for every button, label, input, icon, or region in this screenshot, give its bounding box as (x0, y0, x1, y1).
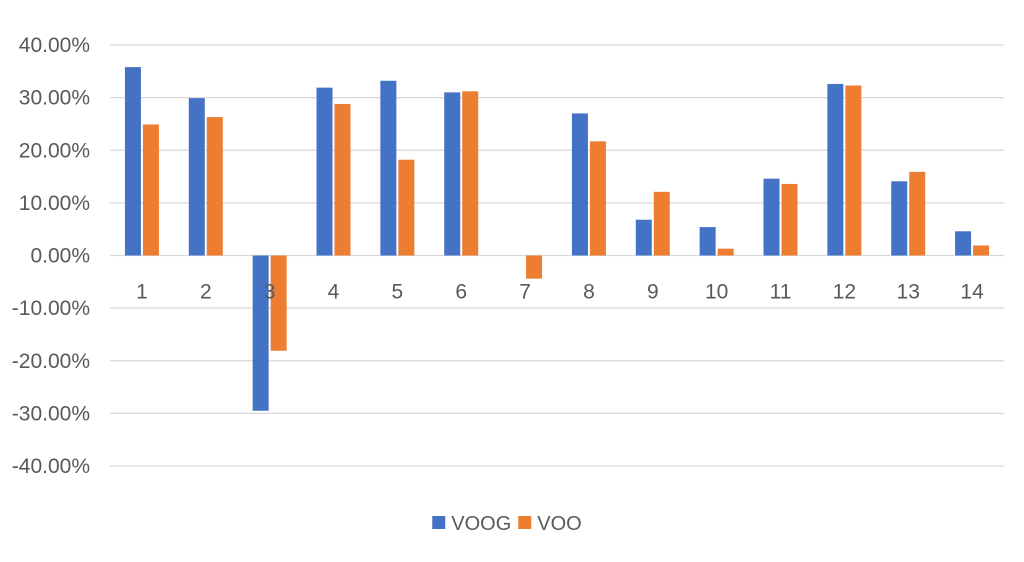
bar-voo-13[interactable] (909, 171, 926, 256)
x-category-label: 4 (328, 281, 340, 304)
bar-voo-9[interactable] (653, 191, 670, 256)
legend-swatch (432, 516, 446, 529)
legend-label: VOOG (451, 513, 511, 535)
x-category-label: 11 (770, 281, 792, 304)
gridlines (110, 44, 1004, 467)
bar-voog-2[interactable] (188, 98, 205, 256)
x-category-label: 12 (833, 281, 856, 304)
y-tick-label: -40.00% (12, 455, 90, 478)
bar-voo-8[interactable] (589, 141, 606, 256)
bar-voo-10[interactable] (717, 248, 734, 256)
bar-voog-4[interactable] (316, 87, 333, 256)
legend-label: VOO (537, 513, 581, 535)
x-category-label: 8 (583, 281, 595, 304)
bar-voog-3[interactable] (252, 255, 269, 411)
y-axis-ticks: 40.00% 30.00% 20.00% 10.00% 0.00% -10.00% -20.… (12, 34, 90, 478)
y-tick-label: -30.00% (12, 402, 90, 425)
y-tick-label: 40.00% (19, 34, 90, 57)
y-tick-label: -10.00% (12, 297, 90, 320)
bar-voog-12[interactable] (827, 83, 844, 256)
x-category-label: 3 (264, 281, 276, 304)
bar-voo-5[interactable] (398, 159, 415, 256)
y-tick-label: 20.00% (19, 139, 90, 162)
y-tick-label: 10.00% (19, 192, 90, 215)
x-axis-categories: 1 2 3 4 5 6 7 8 9 10 11 12 13 14 (136, 281, 984, 304)
x-category-label: 2 (200, 281, 212, 304)
legend[interactable]: VOOG VOO (432, 513, 582, 535)
x-category-label: 9 (647, 281, 659, 304)
bar-voo-1[interactable] (142, 124, 159, 256)
y-tick-label: -20.00% (12, 350, 90, 373)
bar-voo-11[interactable] (781, 183, 798, 256)
legend-item-voog[interactable]: VOOG (432, 513, 511, 535)
bar-voo-4[interactable] (334, 103, 351, 256)
bar-voo-2[interactable] (206, 117, 223, 256)
legend-swatch (518, 516, 532, 529)
bar-voog-10[interactable] (699, 227, 716, 256)
bars (124, 67, 990, 411)
bar-voo-14[interactable] (973, 245, 990, 256)
bar-voog-5[interactable] (380, 80, 397, 256)
x-category-label: 10 (705, 281, 728, 304)
x-category-label: 14 (960, 281, 984, 304)
bar-voo-6[interactable] (462, 91, 479, 256)
x-category-label: 13 (897, 281, 920, 304)
x-category-label: 6 (455, 281, 467, 304)
bar-voog-9[interactable] (635, 219, 652, 256)
legend-item-voo[interactable]: VOO (518, 513, 582, 535)
bar-voog-11[interactable] (763, 178, 780, 256)
y-tick-label: 0.00% (30, 245, 90, 268)
x-category-label: 5 (392, 281, 404, 304)
bar-voo-7[interactable] (526, 255, 543, 279)
bar-voog-13[interactable] (891, 181, 908, 256)
x-category-label: 1 (136, 281, 148, 304)
bar-voog-1[interactable] (124, 67, 141, 256)
x-category-label: 7 (519, 281, 531, 304)
bar-voog-6[interactable] (444, 92, 461, 256)
y-tick-label: 30.00% (19, 87, 90, 110)
bar-voog-14[interactable] (955, 231, 972, 256)
bar-voo-3[interactable] (270, 255, 287, 351)
bar-voo-12[interactable] (845, 85, 862, 256)
bar-voog-8[interactable] (571, 113, 588, 256)
